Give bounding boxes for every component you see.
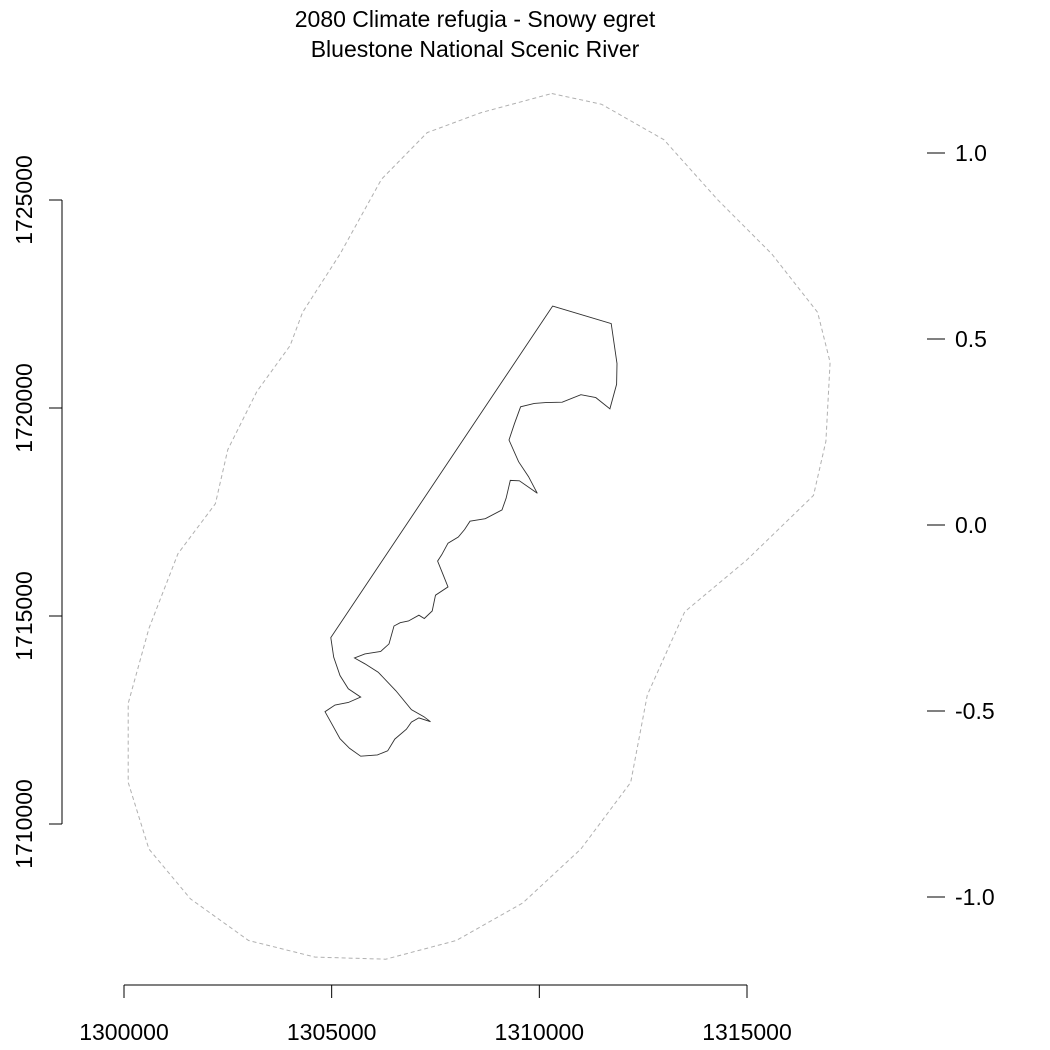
y-tick-label: 1725000 xyxy=(11,155,37,245)
buffer-outline xyxy=(127,92,831,960)
y-tick-label: 1720000 xyxy=(11,363,37,453)
x-tick-label: 1300000 xyxy=(79,1019,169,1045)
scale-tick-label: -1.0 xyxy=(955,884,995,910)
map-subtitle: Bluestone National Scenic River xyxy=(311,36,640,62)
scale-tick-label: 0.0 xyxy=(955,512,987,538)
scale-tick-label: 1.0 xyxy=(955,140,987,166)
x-tick-label: 1315000 xyxy=(702,1019,792,1045)
y-tick-label: 1715000 xyxy=(11,571,37,661)
y-tick-label: 1710000 xyxy=(11,779,37,869)
map-title: 2080 Climate refugia - Snowy egret xyxy=(295,6,656,32)
axes: 1300000 1305000 1310000 1315000 1710000 17150… xyxy=(11,140,995,1045)
x-tick-label: 1310000 xyxy=(495,1019,585,1045)
map-layers xyxy=(127,92,831,960)
x-tick-label: 1305000 xyxy=(287,1019,377,1045)
park-boundary-outline xyxy=(324,305,618,757)
scale-tick-label: -0.5 xyxy=(955,698,995,724)
scale-tick-label: 0.5 xyxy=(955,326,987,352)
